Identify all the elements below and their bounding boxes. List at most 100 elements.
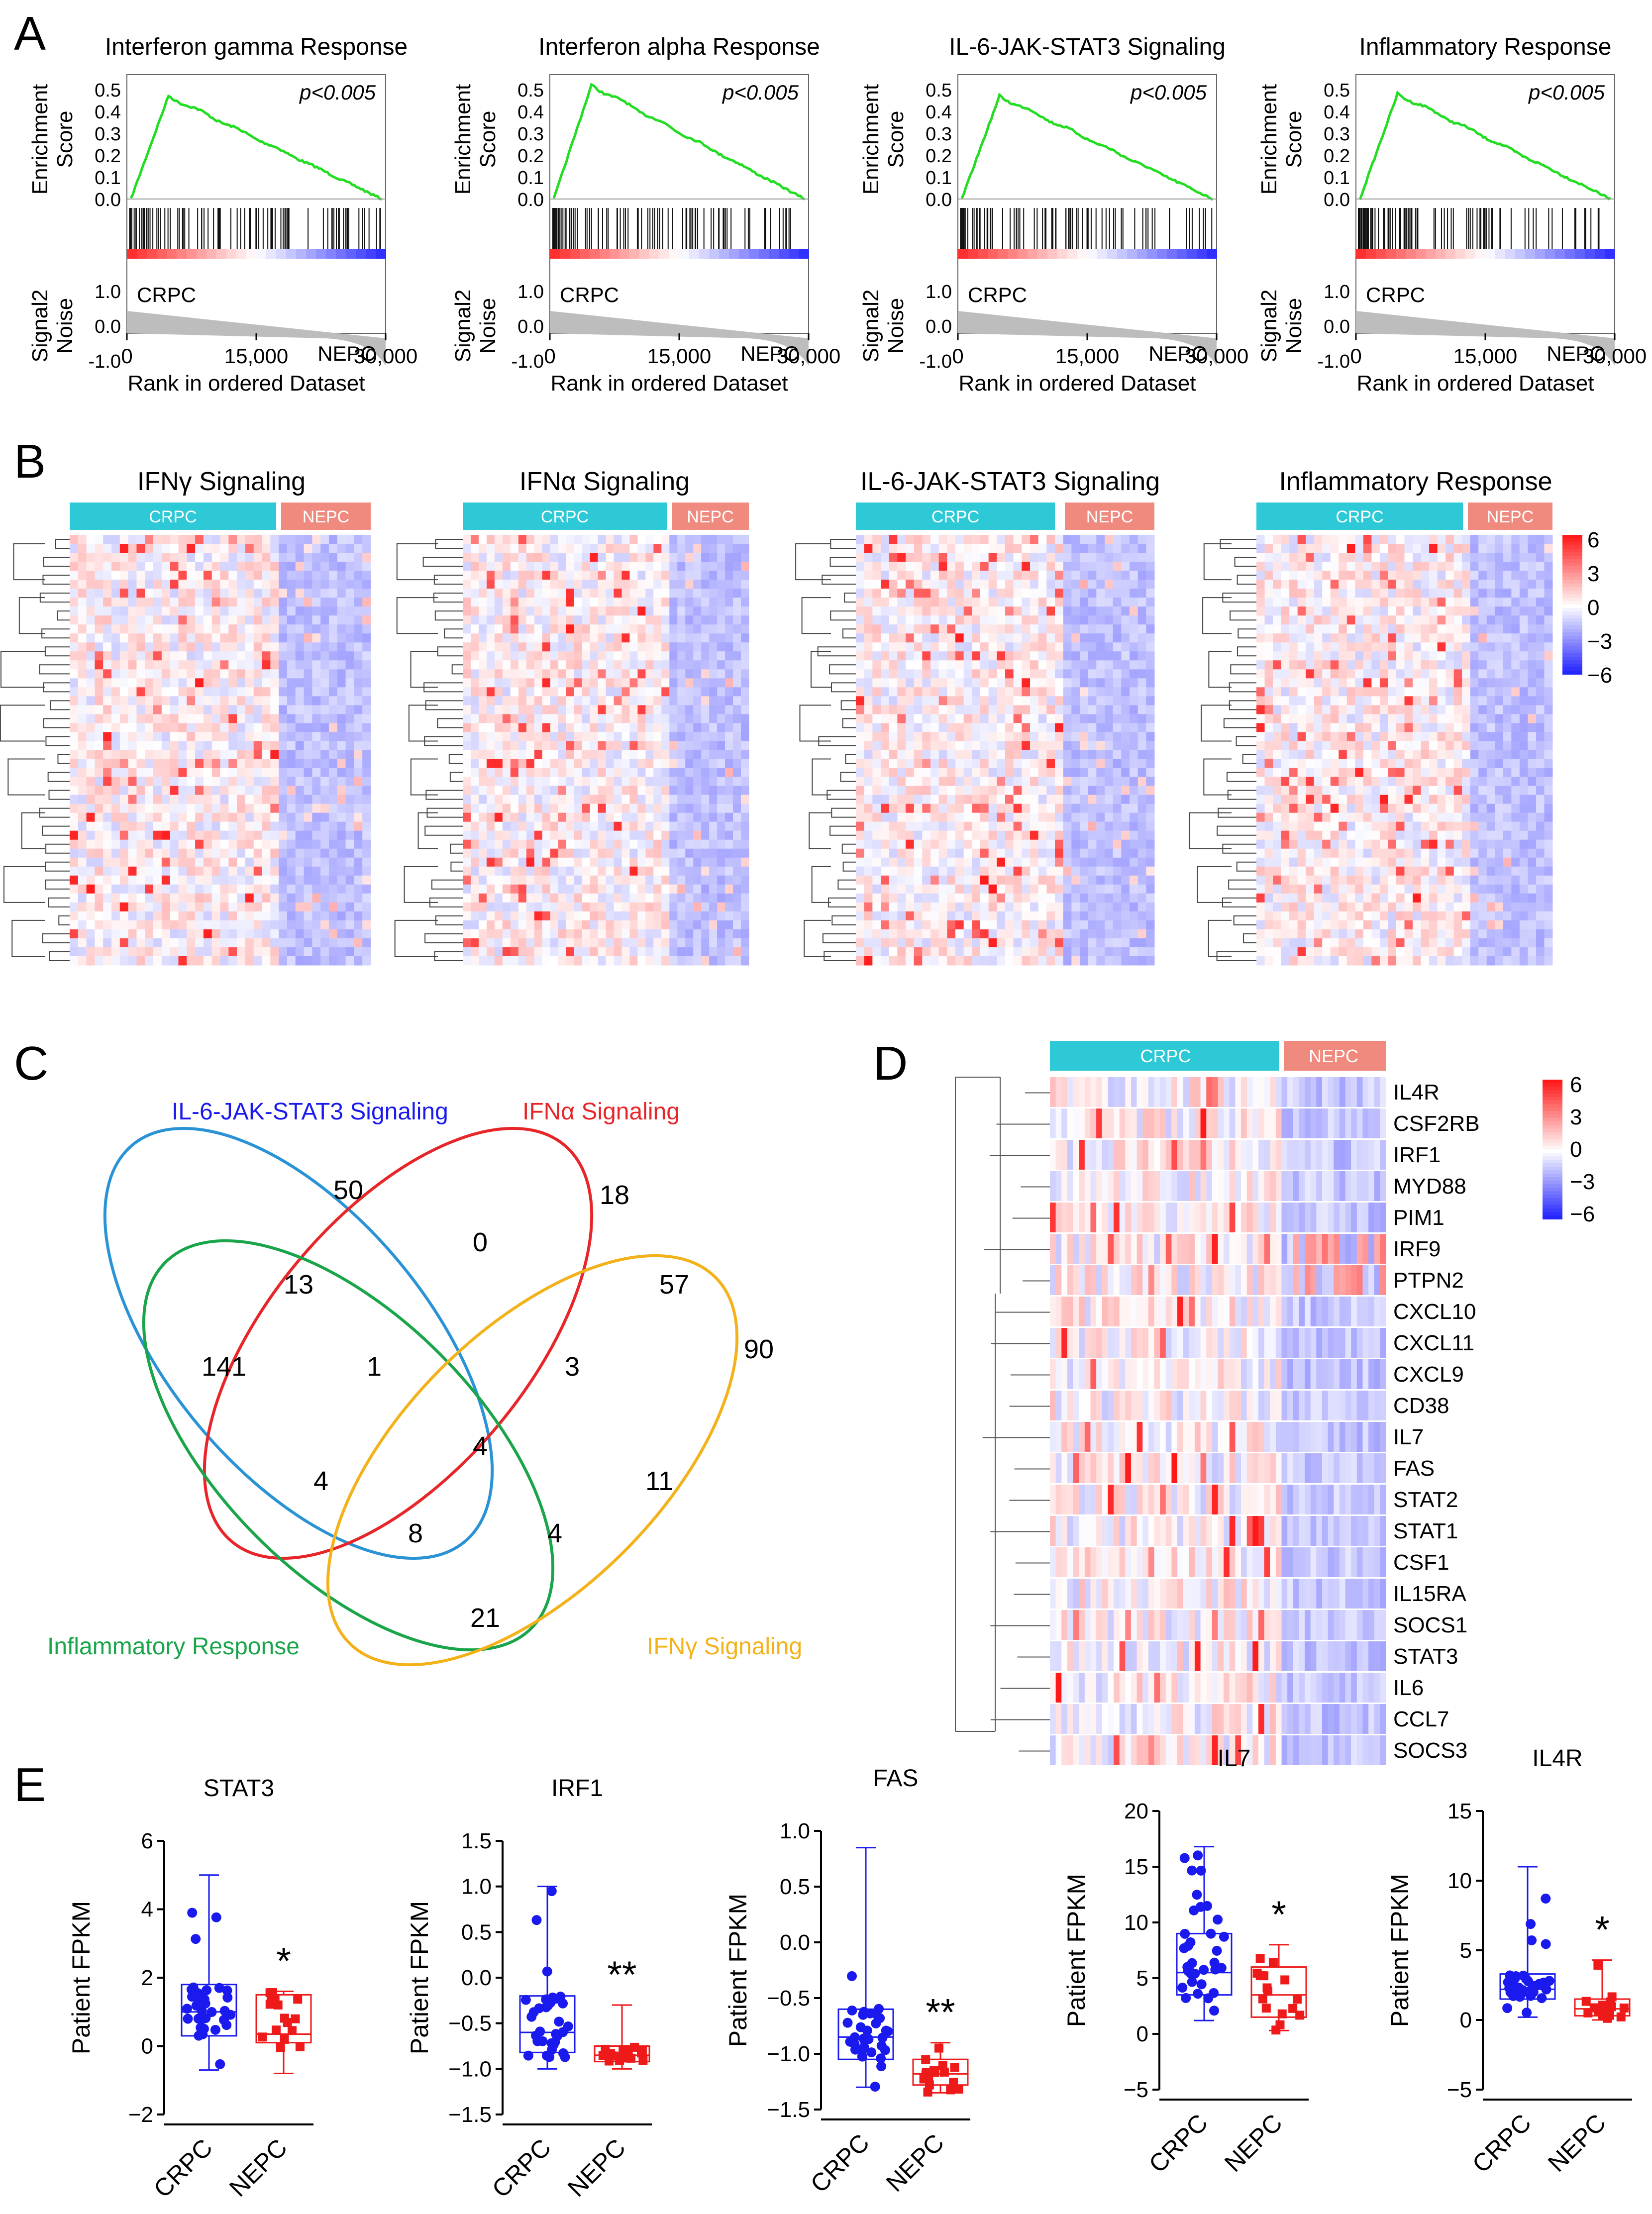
noise-tick: -1.0	[89, 351, 121, 372]
heatmap-cell	[345, 920, 354, 930]
heatmap-cell	[1005, 696, 1014, 705]
heatmap-cell	[270, 884, 279, 894]
heatmap-cell	[930, 606, 939, 616]
heatmap-cell	[287, 571, 296, 580]
heatmap-cell	[550, 678, 559, 688]
heatmap-cell	[262, 750, 271, 760]
heatmap-cell	[220, 839, 229, 849]
heatmap-cell	[486, 571, 495, 580]
heatmap-cell	[494, 857, 503, 867]
heatmap-cell	[478, 768, 487, 778]
heatmap-cell	[1146, 714, 1155, 723]
heatmap-cell	[145, 732, 154, 741]
heatmap-cell	[1030, 696, 1039, 705]
heatmap-cell	[228, 866, 237, 876]
heatmap-cell	[701, 696, 710, 705]
heatmap-cell	[128, 723, 137, 732]
heatmap-cell	[262, 741, 271, 750]
heatmap-cell	[295, 544, 305, 553]
heatmap-cell	[856, 714, 865, 723]
heatmap-cell	[486, 759, 495, 769]
heatmap-cell	[78, 812, 87, 822]
heatmap-cell	[534, 598, 543, 607]
heatmap-cell	[220, 714, 229, 723]
heatmap-cell	[304, 633, 312, 643]
heatmap-cell	[534, 795, 543, 805]
heatmap-cell	[725, 651, 733, 661]
heatmap-cell	[354, 714, 363, 723]
heatmap-cell	[614, 714, 622, 723]
heatmap-cell	[606, 821, 614, 831]
heatmap-cell	[253, 624, 263, 634]
heatmap-cell	[312, 714, 321, 723]
heatmap-cell	[914, 624, 923, 634]
heatmap-cell	[889, 589, 898, 598]
heatmap-cell	[320, 642, 329, 652]
heatmap-cell	[153, 580, 162, 589]
rank-gradient	[610, 249, 620, 259]
pvalue: p<0.005	[1528, 81, 1605, 104]
heatmap-cell	[914, 562, 923, 571]
heatmap-cell	[312, 696, 321, 705]
heatmap-cell	[1137, 633, 1146, 643]
heatmap-cell	[614, 821, 622, 831]
heatmap-cell	[119, 669, 129, 679]
heatmap-cell	[86, 866, 95, 876]
heatmap-cell	[253, 911, 263, 921]
heatmap-cell	[270, 580, 279, 589]
heatmap-cell	[312, 562, 321, 571]
heatmap-cell	[606, 606, 614, 616]
heatmap-cell	[542, 669, 551, 679]
heatmap-cell	[328, 920, 338, 930]
heatmap-cell	[534, 866, 543, 876]
heatmap-cell	[95, 759, 103, 769]
heatmap-cell	[614, 678, 622, 688]
noise-tick: 0.0	[517, 316, 544, 337]
heatmap-cell	[178, 714, 187, 723]
heatmap-cell	[741, 696, 749, 705]
heatmap-cell	[526, 875, 535, 885]
heatmap-cell	[478, 839, 487, 849]
heatmap-cell	[1096, 687, 1105, 697]
heatmap-cell	[187, 535, 196, 544]
es-ylabel: Score	[476, 111, 500, 168]
heatmap-cell	[220, 562, 229, 571]
heatmap-cell	[203, 687, 212, 697]
heatmap-cell	[566, 669, 575, 679]
heatmap-cell	[195, 651, 204, 661]
heatmap-cell	[653, 795, 662, 805]
heatmap-cell	[270, 947, 279, 957]
heatmap-cell	[922, 633, 931, 643]
heatmap-cell	[1071, 696, 1080, 705]
heatmap-cell	[856, 723, 865, 732]
heatmap-cell	[1005, 642, 1014, 652]
heatmap-cell	[95, 615, 103, 625]
heatmap-cell	[534, 938, 543, 948]
heatmap-cell	[582, 821, 591, 831]
rank-gradient	[306, 249, 316, 259]
heatmap-cell	[701, 812, 710, 822]
heatmap-cell	[542, 714, 551, 723]
heatmap-cell	[598, 553, 606, 562]
heatmap-cell	[881, 705, 890, 714]
heatmap-cell	[295, 723, 305, 732]
heatmap-cell	[478, 929, 487, 939]
heatmap-cell	[128, 956, 137, 966]
heatmap-cell	[733, 696, 741, 705]
heatmap-cell	[661, 687, 670, 697]
heatmap-cell	[287, 732, 296, 741]
heatmap-cell	[897, 535, 906, 544]
heatmap-cell	[606, 866, 614, 876]
heatmap-cell	[598, 938, 606, 948]
heatmap-cell	[362, 759, 371, 769]
heatmap-cell	[203, 678, 212, 688]
heatmap-cell	[621, 821, 630, 831]
heatmap-cell	[237, 723, 246, 732]
heatmap-cell	[203, 938, 212, 948]
heatmap-cell	[279, 947, 288, 957]
heatmap-cell	[709, 606, 718, 616]
heatmap-cell	[1137, 562, 1146, 571]
heatmap-cell	[653, 598, 662, 607]
heatmap-cell	[211, 696, 220, 705]
heatmap-cell	[606, 669, 614, 679]
